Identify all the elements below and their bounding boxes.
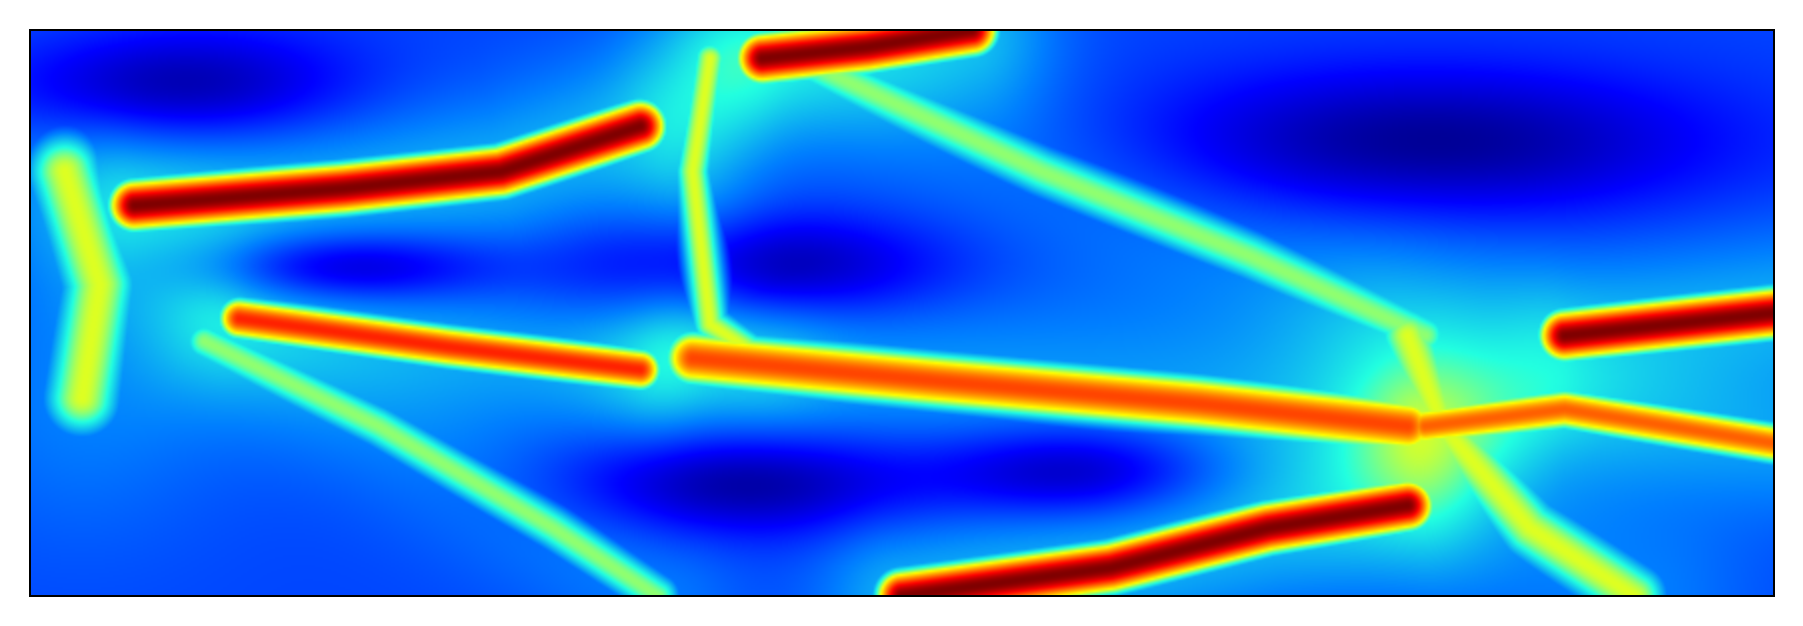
plot-frame [29, 29, 1775, 597]
heatmap-image [30, 30, 1774, 596]
heatmap-area [30, 30, 1774, 596]
